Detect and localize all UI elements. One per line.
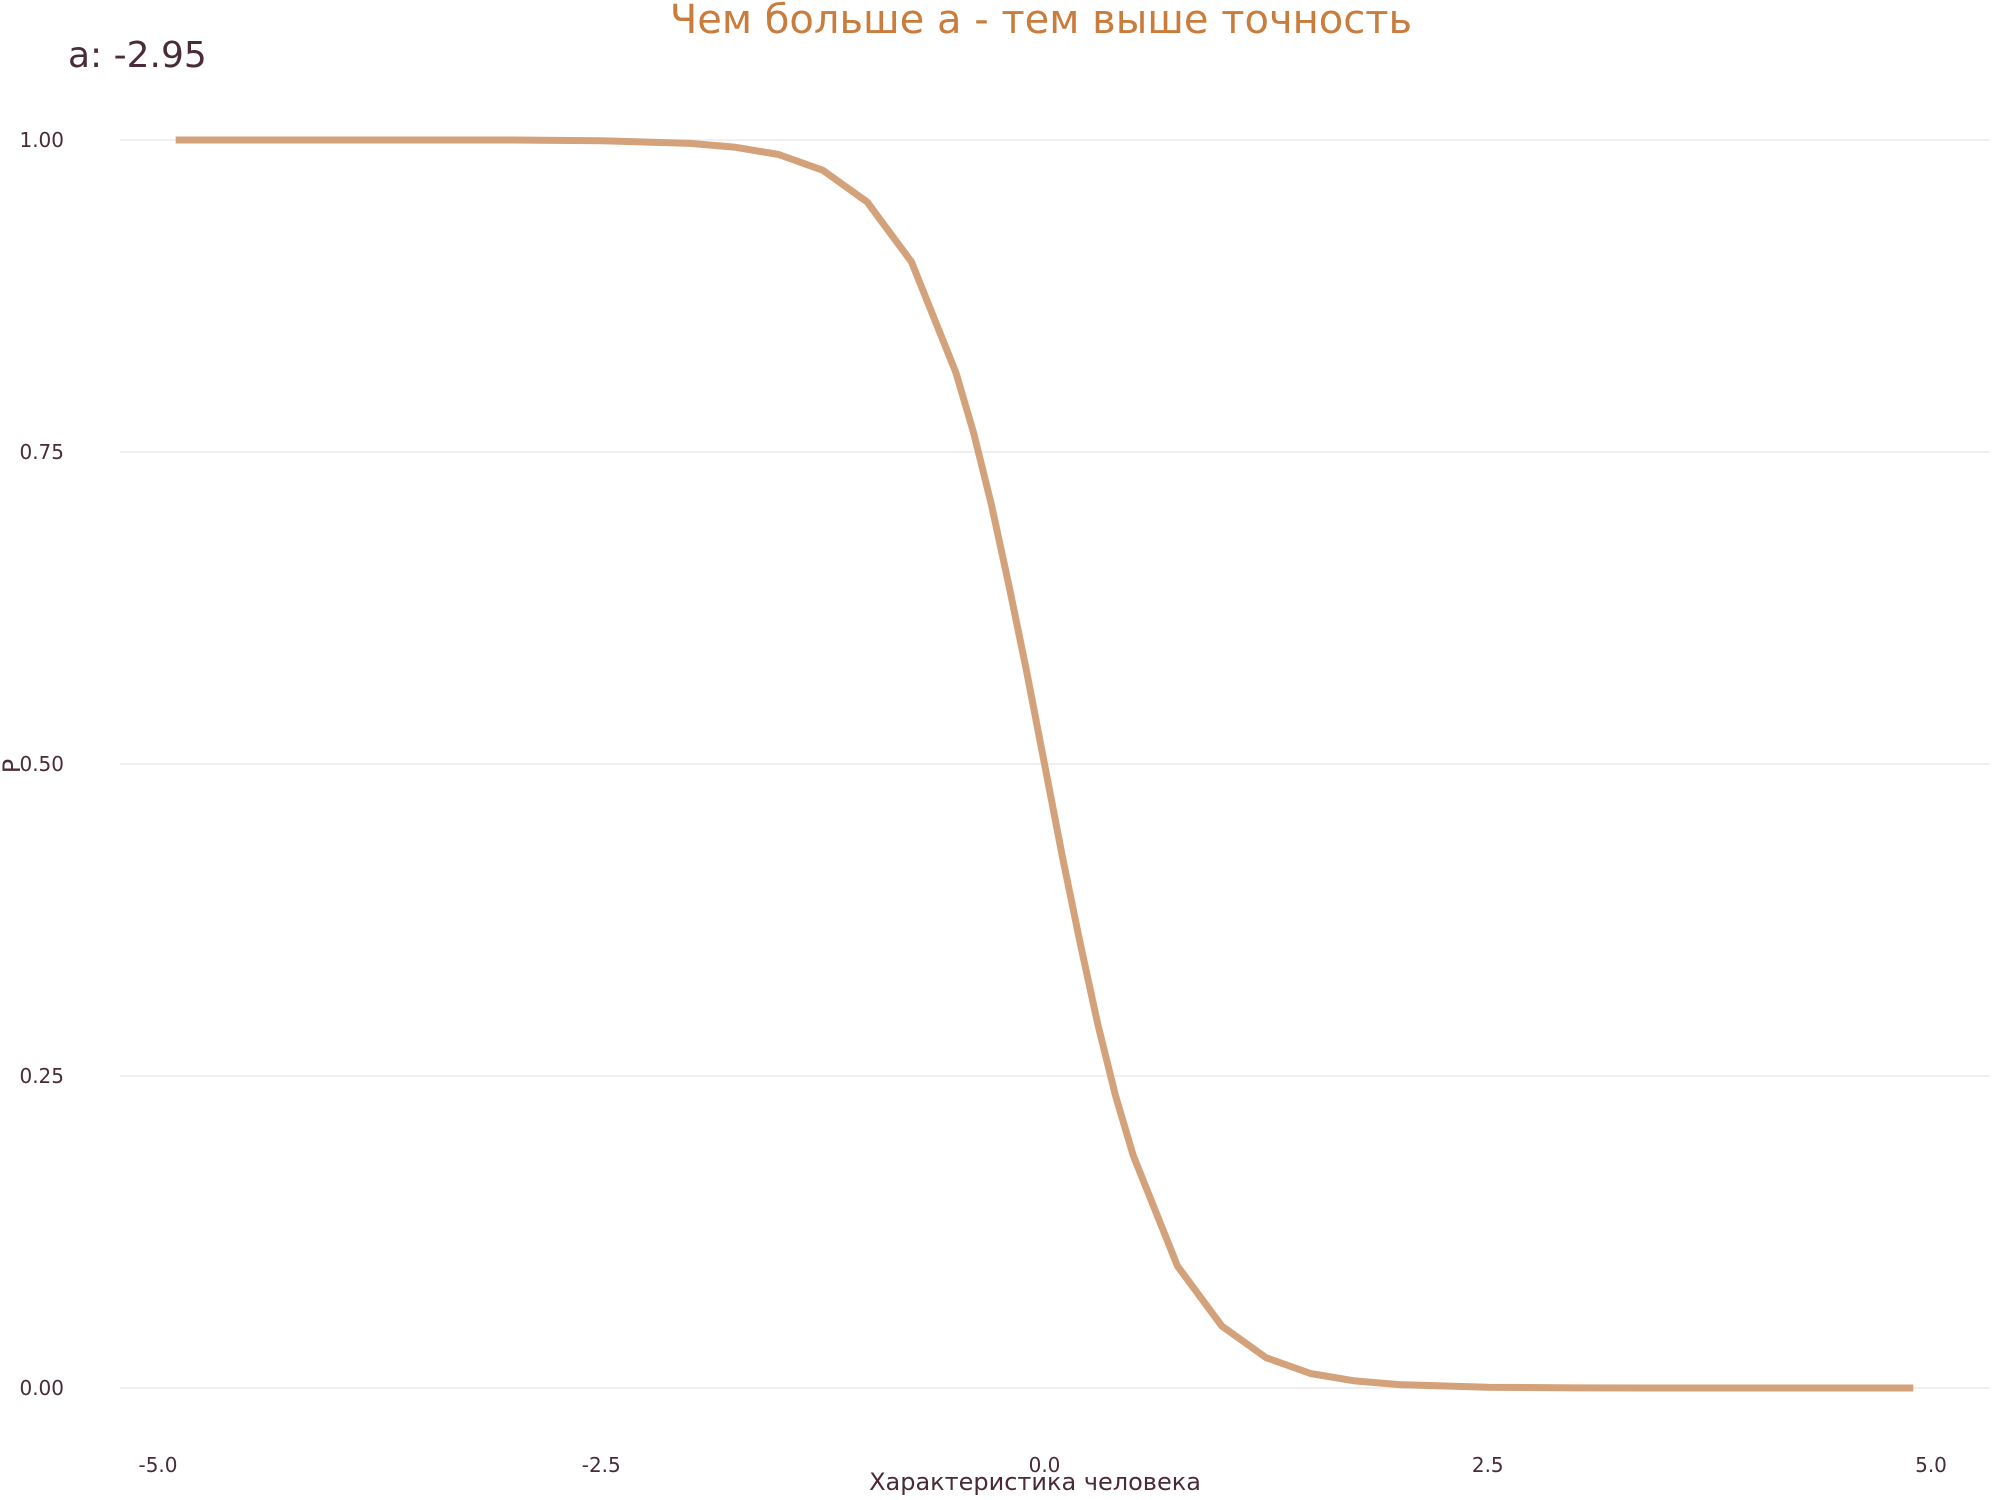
y-tick-label: 0.50 — [19, 752, 64, 776]
y-axis-ticks: 0.00 0.25 0.50 0.75 1.00 — [19, 128, 64, 1400]
y-tick-label: 1.00 — [19, 128, 64, 152]
y-tick-label: 0.25 — [19, 1064, 64, 1088]
x-tick-label: 2.5 — [1472, 1453, 1504, 1477]
y-tick-label: 0.75 — [19, 440, 64, 464]
grid-lines — [120, 139, 1990, 1389]
x-axis-ticks: -5.0 -2.5 0.0 2.5 5.0 — [138, 1453, 1946, 1477]
series-layer — [175, 136, 1914, 1392]
x-tick-label: -5.0 — [138, 1453, 177, 1477]
chart-title: Чем больше a - тем выше точность — [669, 0, 1413, 43]
x-tick-label: 0.0 — [1029, 1453, 1061, 1477]
y-tick-label: 0.00 — [19, 1376, 64, 1400]
series-line-0 — [175, 136, 1914, 1392]
x-axis-title: Характеристика человека — [869, 1468, 1201, 1496]
y-axis-title: P — [0, 759, 26, 773]
x-tick-label: -2.5 — [582, 1453, 621, 1477]
frame-label: a: -2.95 — [68, 35, 207, 76]
x-tick-label: 5.0 — [1915, 1453, 1947, 1477]
